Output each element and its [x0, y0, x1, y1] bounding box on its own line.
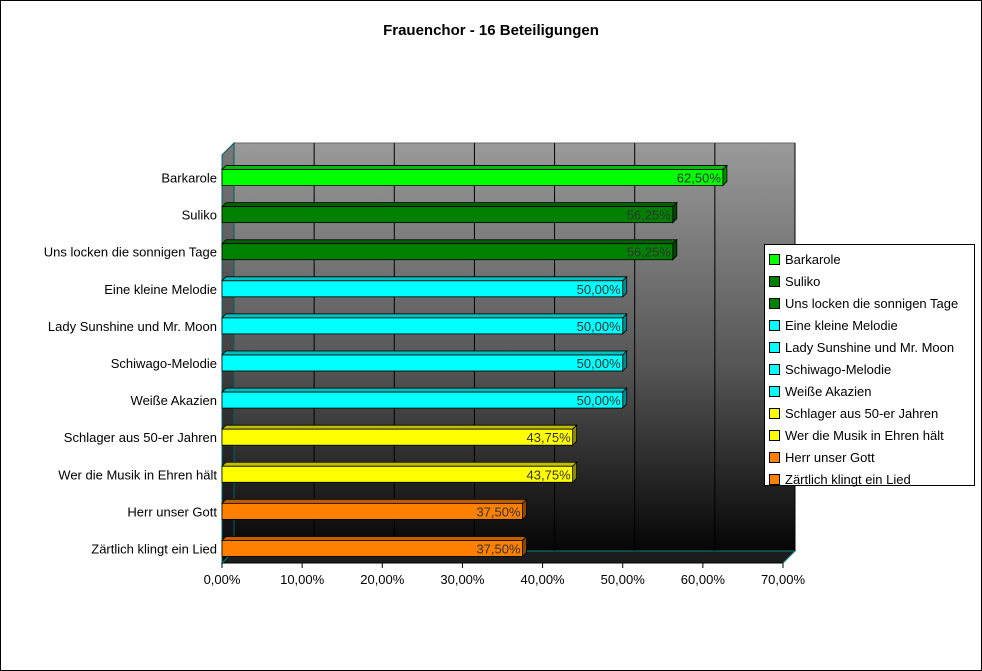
- bar-value-label: 56,25%: [627, 245, 672, 260]
- legend-item: Eine kleine Melodie: [769, 314, 974, 336]
- legend: Barkarole Suliko Uns locken die sonnigen T…: [764, 244, 975, 487]
- category-label: Uns locken die sonnigen Tage: [44, 245, 217, 260]
- legend-label: Weiße Akazien: [785, 383, 872, 399]
- legend-label: Schiwago-Melodie: [785, 361, 892, 377]
- bar-end: [622, 350, 628, 372]
- bar-top: [221, 387, 628, 393]
- legend-label: Herr unser Gott: [785, 449, 875, 465]
- legend-item: Suliko: [769, 270, 974, 292]
- bar-value-label: 37,50%: [476, 541, 521, 556]
- legend-swatch: [769, 407, 780, 419]
- bar-end: [572, 424, 578, 447]
- legend-item: Zärtlich klingt ein Lied: [769, 468, 974, 490]
- bar-value-label: 62,50%: [677, 171, 722, 186]
- legend-label: Uns locken die sonnigen Tage: [785, 295, 959, 311]
- bar-end: [572, 461, 578, 484]
- legend-swatch: [769, 385, 780, 397]
- legend-item: Schlager aus 50-er Jahren: [769, 402, 974, 424]
- bar-value-label: 56,25%: [627, 208, 672, 223]
- legend-swatch: [769, 363, 780, 375]
- x-tick-label: 60,00%: [681, 572, 726, 587]
- bar-value-label: 43,75%: [527, 467, 572, 482]
- legend-item: Schiwago-Melodie: [769, 358, 974, 380]
- bar-end: [522, 535, 527, 558]
- bar-value-label: 50,00%: [577, 393, 622, 408]
- bar: [221, 206, 674, 224]
- x-tick-label: 40,00%: [521, 572, 566, 587]
- bar: [221, 243, 674, 261]
- bar-value-label: 50,00%: [577, 282, 622, 297]
- legend-label: Eine kleine Melodie: [785, 317, 898, 333]
- legend-item: Weiße Akazien: [769, 380, 974, 402]
- bar-end: [622, 312, 628, 335]
- legend-item: Wer die Musik in Ehren hält: [769, 424, 974, 446]
- bar-end: [672, 201, 678, 224]
- legend-swatch: [769, 341, 780, 353]
- bar-value-label: 43,75%: [527, 430, 572, 445]
- legend-swatch: [769, 253, 780, 265]
- legend-swatch: [769, 319, 780, 331]
- x-tick-label: 30,00%: [440, 572, 485, 587]
- legend-item: Barkarole: [769, 248, 974, 270]
- x-tick-label: 70,00%: [761, 572, 806, 587]
- category-label: Weiße Akazien: [131, 393, 217, 408]
- legend-swatch: [769, 451, 780, 463]
- bar-top: [221, 536, 528, 541]
- category-label: Schiwago-Melodie: [111, 356, 217, 371]
- x-tick-label: 20,00%: [360, 572, 405, 587]
- category-label: Lady Sunshine und Mr. Moon: [48, 319, 217, 334]
- legend-swatch: [769, 429, 780, 441]
- legend-label: Zärtlich klingt ein Lied: [785, 471, 911, 487]
- bar-value-label: 37,50%: [476, 504, 521, 519]
- legend-label: Suliko: [785, 273, 821, 289]
- bar-top: [221, 276, 628, 282]
- category-label: Eine kleine Melodie: [104, 282, 217, 297]
- bar-top: [221, 165, 728, 170]
- category-label: Barkarole: [161, 171, 217, 186]
- bar-end: [672, 238, 678, 261]
- legend-label: Wer die Musik in Ehren hält: [785, 427, 944, 443]
- bar-value-label: 50,00%: [577, 319, 622, 334]
- bar: [221, 428, 574, 446]
- bar-top: [221, 202, 678, 208]
- bar-top: [221, 424, 578, 430]
- bar: [221, 502, 523, 520]
- x-tick-label: 0,00%: [204, 572, 241, 587]
- legend-label: Lady Sunshine und Mr. Moon: [785, 339, 955, 355]
- x-tick-label: 10,00%: [280, 572, 325, 587]
- bar-end: [722, 164, 728, 187]
- bar: [221, 465, 574, 483]
- bar: [221, 540, 523, 557]
- bar-value-label: 50,00%: [577, 356, 622, 371]
- legend-item: Lady Sunshine und Mr. Moon: [769, 336, 974, 358]
- category-label: Suliko: [182, 208, 217, 223]
- category-label: Herr unser Gott: [127, 504, 217, 519]
- category-label: Schlager aus 50-er Jahren: [64, 430, 217, 445]
- bar-top: [221, 350, 628, 356]
- bar: [221, 317, 624, 335]
- category-label: Wer die Musik in Ehren hält: [58, 467, 217, 482]
- x-tick-label: 50,00%: [601, 572, 646, 587]
- legend-item: Uns locken die sonnigen Tage: [769, 292, 974, 314]
- bar-end: [622, 387, 628, 410]
- bar-end: [522, 498, 527, 521]
- category-label: Zärtlich klingt ein Lied: [91, 541, 217, 556]
- bar: [221, 391, 624, 409]
- bar-top: [221, 239, 678, 245]
- legend-swatch: [769, 275, 780, 287]
- chart-title: Frauenchor - 16 Beteiligungen: [383, 22, 599, 39]
- bar-top: [221, 313, 628, 319]
- legend-label: Schlager aus 50-er Jahren: [785, 405, 939, 421]
- bar: [221, 354, 624, 372]
- bar-top: [221, 461, 578, 467]
- bar-end: [622, 275, 628, 298]
- legend-swatch: [769, 473, 780, 485]
- legend-label: Barkarole: [785, 251, 841, 267]
- bar: [221, 169, 724, 186]
- bar-top: [221, 498, 528, 504]
- bar: [221, 280, 624, 298]
- legend-swatch: [769, 297, 780, 309]
- legend-item: Herr unser Gott: [769, 446, 974, 468]
